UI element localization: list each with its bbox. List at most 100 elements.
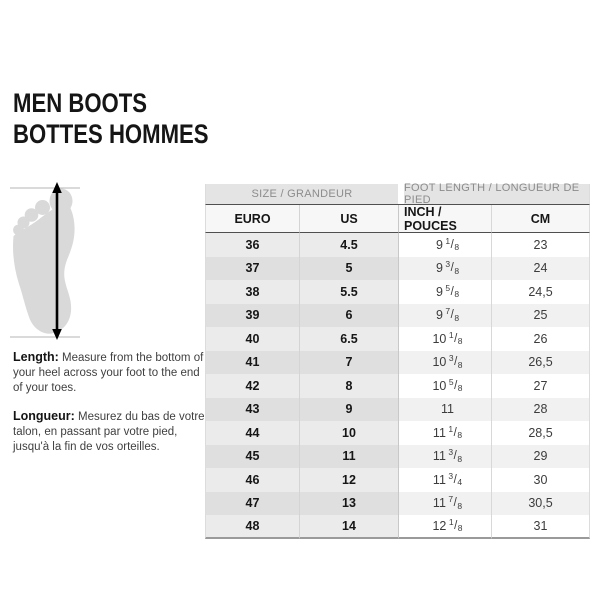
cm-length-cell: 23 bbox=[492, 233, 590, 257]
cm-length-cell: 30,5 bbox=[492, 491, 590, 515]
us-size-cell: 11 bbox=[300, 444, 398, 468]
us-size-cell: 5 bbox=[300, 256, 398, 280]
inch-length-cell: 9 7/8 bbox=[404, 303, 492, 327]
inch-fraction-numerator: 7 bbox=[448, 494, 454, 505]
us-size-cell: 12 bbox=[300, 468, 398, 492]
euro-size-cell: 37 bbox=[205, 256, 300, 280]
euro-size-cell: 46 bbox=[205, 468, 300, 492]
euro-size-cell: 45 bbox=[205, 444, 300, 468]
inch-length-cell: 9 5/8 bbox=[404, 280, 492, 304]
inch-fraction-numerator: 7 bbox=[445, 306, 451, 317]
inch-fraction-denominator: 8 bbox=[457, 336, 463, 347]
column-gap bbox=[398, 280, 404, 304]
cm-length-cell: 26,5 bbox=[492, 350, 590, 374]
inch-length-cell: 11 3/4 bbox=[404, 468, 492, 492]
inch-fraction-denominator: 8 bbox=[457, 523, 463, 534]
column-gap bbox=[398, 468, 404, 492]
fraction-slash: / bbox=[453, 450, 457, 463]
us-size-cell: 10 bbox=[300, 421, 398, 445]
column-header-euro: EURO bbox=[205, 205, 300, 233]
measurement-arrow-icon bbox=[52, 182, 62, 340]
longueur-label: Longueur: bbox=[13, 409, 75, 423]
fraction-slash: / bbox=[454, 519, 458, 532]
inch-length-cell: 11 3/8 bbox=[404, 444, 492, 468]
us-size-cell: 4.5 bbox=[300, 233, 398, 257]
us-size-cell: 6.5 bbox=[300, 327, 398, 351]
euro-size-cell: 39 bbox=[205, 303, 300, 327]
column-gap bbox=[398, 421, 404, 445]
fraction-slash: / bbox=[450, 238, 454, 251]
inch-length-cell: 11 bbox=[404, 397, 492, 421]
fraction-slash: / bbox=[453, 473, 457, 486]
inch-whole-value: 10 bbox=[432, 378, 447, 393]
inch-fraction-numerator: 1 bbox=[445, 235, 451, 246]
inch-whole-value: 10 bbox=[432, 331, 447, 346]
euro-size-cell: 36 bbox=[205, 233, 300, 257]
inch-whole-value: 9 bbox=[435, 284, 443, 299]
longueur-instruction: Longueur: Mesurez du bas de votre talon,… bbox=[13, 409, 211, 455]
inch-fraction-numerator: 3 bbox=[448, 353, 454, 364]
measurement-instructions: Length: Measure from the bottom of your … bbox=[13, 350, 211, 468]
us-size-cell: 6 bbox=[300, 303, 398, 327]
column-gap bbox=[398, 327, 404, 351]
inch-fraction-denominator: 8 bbox=[454, 312, 460, 323]
inch-length-cell: 10 3/8 bbox=[404, 350, 492, 374]
column-gap bbox=[398, 515, 404, 539]
foot-diagram-svg bbox=[10, 182, 80, 340]
page-title: MEN BOOTS BOTTES HOMMES bbox=[13, 88, 209, 150]
inch-fraction-numerator: 1 bbox=[448, 423, 454, 434]
inch-fraction-denominator: 8 bbox=[454, 265, 460, 276]
inch-whole-value: 9 bbox=[435, 237, 443, 252]
inch-length-cell: 11 1/8 bbox=[404, 421, 492, 445]
inch-fraction-numerator: 3 bbox=[445, 259, 451, 270]
fraction-slash: / bbox=[450, 262, 454, 275]
inch-fraction-denominator: 8 bbox=[454, 242, 460, 253]
inch-fraction-numerator: 3 bbox=[448, 470, 454, 481]
us-size-cell: 14 bbox=[300, 515, 398, 539]
inch-whole-value: 11 bbox=[432, 425, 446, 440]
column-gap bbox=[398, 397, 404, 421]
inch-fraction-denominator: 8 bbox=[457, 359, 463, 370]
inch-length-cell: 11 7/8 bbox=[404, 491, 492, 515]
inch-fraction-numerator: 1 bbox=[448, 516, 454, 527]
cm-length-cell: 26 bbox=[492, 327, 590, 351]
inch-length-cell: 12 1/8 bbox=[404, 515, 492, 539]
fraction-slash: / bbox=[454, 356, 458, 369]
inch-fraction-numerator: 5 bbox=[445, 282, 451, 293]
euro-size-cell: 42 bbox=[205, 374, 300, 398]
column-gap bbox=[398, 350, 404, 374]
inch-whole-value: 11 bbox=[432, 449, 446, 464]
cm-length-cell: 29 bbox=[492, 444, 590, 468]
column-header-inch: INCH / POUCES bbox=[404, 205, 492, 233]
inch-whole-value: 11 bbox=[432, 496, 446, 511]
column-header-us: US bbox=[300, 205, 398, 233]
fraction-slash: / bbox=[454, 332, 458, 345]
inch-length-cell: 9 3/8 bbox=[404, 256, 492, 280]
cm-length-cell: 28 bbox=[492, 397, 590, 421]
page-title-en: MEN BOOTS bbox=[13, 88, 148, 118]
inch-fraction-denominator: 4 bbox=[457, 477, 463, 488]
length-instruction: Length: Measure from the bottom of your … bbox=[13, 350, 211, 396]
euro-size-cell: 44 bbox=[205, 421, 300, 445]
inch-whole-value: 9 bbox=[435, 261, 443, 276]
euro-size-cell: 40 bbox=[205, 327, 300, 351]
inch-fraction-numerator: 3 bbox=[448, 447, 454, 458]
column-gap bbox=[398, 374, 404, 398]
group-header-gap bbox=[398, 184, 404, 205]
euro-size-cell: 38 bbox=[205, 280, 300, 304]
us-size-cell: 5.5 bbox=[300, 280, 398, 304]
foot-silhouette bbox=[13, 188, 75, 334]
column-gap bbox=[398, 303, 404, 327]
fraction-slash: / bbox=[450, 285, 454, 298]
us-size-cell: 7 bbox=[300, 350, 398, 374]
inch-whole-value: 10 bbox=[432, 355, 447, 370]
inch-length-cell: 10 5/8 bbox=[404, 374, 492, 398]
inch-fraction-denominator: 8 bbox=[457, 500, 463, 511]
column-gap bbox=[398, 444, 404, 468]
column-gap bbox=[398, 233, 404, 257]
fraction-slash: / bbox=[454, 379, 458, 392]
cm-length-cell: 24,5 bbox=[492, 280, 590, 304]
page-title-fr: BOTTES HOMMES bbox=[13, 119, 209, 149]
column-header-cm: CM bbox=[492, 205, 590, 233]
